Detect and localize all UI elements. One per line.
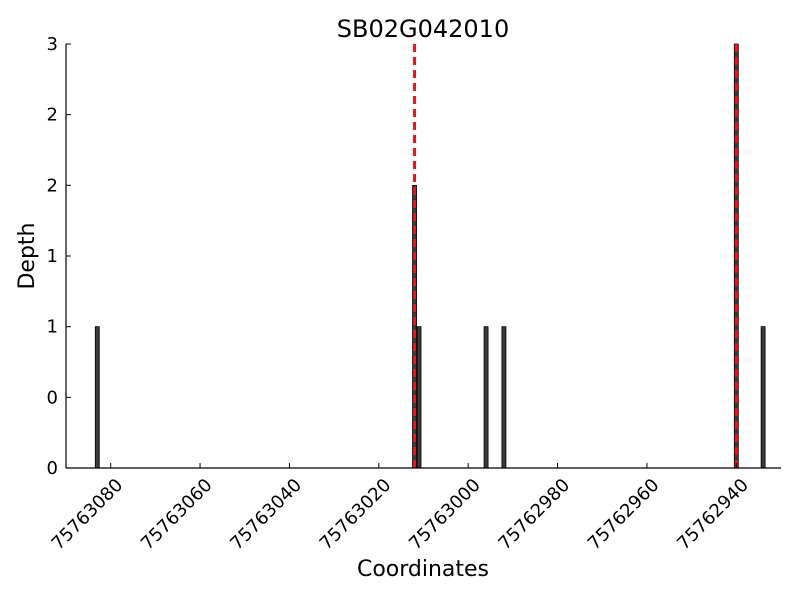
vlines-group — [413, 44, 738, 468]
bar-2 — [416, 326, 422, 469]
y-tick-label-6: 3 — [47, 34, 58, 55]
bar-0 — [94, 326, 100, 469]
y-tick-label-0: 0 — [47, 458, 58, 479]
x-tick-label-6: 75762960 — [584, 475, 664, 555]
x-tick-label-7: 75762940 — [673, 475, 753, 555]
y-tick-label-4: 2 — [47, 175, 58, 196]
x-axis-label: Coordinates — [357, 557, 489, 582]
x-ticks-group: 75763080 75763060 75763040 75763020 75763000… — [48, 463, 753, 554]
x-tick-label-1: 75763060 — [137, 475, 217, 555]
x-tick-label-3: 75763020 — [316, 475, 396, 555]
y-tick-label-1: 0 — [47, 387, 58, 408]
y-tick-label-3: 1 — [47, 246, 58, 267]
bar-4 — [501, 326, 507, 469]
x-tick-label-0: 75763080 — [48, 475, 128, 555]
bar-3 — [483, 326, 489, 469]
x-tick-label-2: 75763040 — [226, 475, 306, 555]
y-ticks-group: 0 0 1 1 2 2 3 — [47, 34, 71, 479]
y-tick-label-2: 1 — [47, 317, 58, 338]
bar-6 — [760, 326, 766, 469]
y-tick-label-5: 2 — [47, 105, 58, 126]
x-tick-label-4: 75763000 — [405, 475, 485, 555]
x-tick-label-5: 75762980 — [494, 475, 574, 555]
chart-title: SB02G042010 — [337, 15, 509, 43]
y-axis-label: Depth — [15, 222, 40, 289]
bars-group — [94, 43, 766, 469]
